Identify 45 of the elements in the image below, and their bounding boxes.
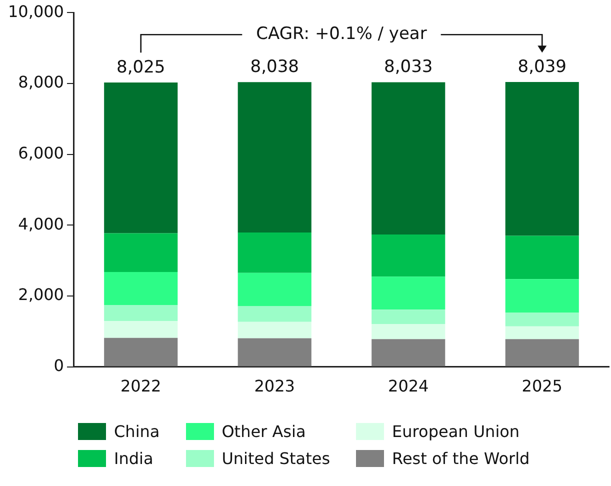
y-tick-label: 4,000 <box>18 214 64 234</box>
total-label: 8,039 <box>518 56 566 77</box>
bar <box>505 312 579 326</box>
bar <box>104 338 178 366</box>
bar <box>505 82 579 236</box>
bar <box>505 236 579 280</box>
y-tick-label: 0 <box>54 356 64 375</box>
bar <box>505 326 579 340</box>
bar <box>372 82 446 235</box>
bar <box>372 276 446 310</box>
bar <box>372 234 446 277</box>
y-tick-label: 2,000 <box>18 285 64 304</box>
bar <box>104 233 178 272</box>
bar <box>104 272 178 305</box>
legend-label: India <box>114 449 154 468</box>
bar <box>372 310 446 324</box>
bar <box>372 324 446 340</box>
bar <box>505 279 579 313</box>
annotation: CAGR: +0.1% / year <box>256 24 427 44</box>
x-tick-label: 2025 <box>522 376 562 396</box>
bar <box>372 339 446 366</box>
total-label: 8,025 <box>116 57 166 78</box>
bar <box>238 272 312 306</box>
y-tick-label: 8,000 <box>18 72 64 92</box>
bar <box>505 339 579 366</box>
legend-label: European Union <box>392 422 520 441</box>
legend-label: China <box>114 422 160 441</box>
y-tick-label: 10,000 <box>8 2 64 21</box>
bar <box>238 338 312 366</box>
legend-label: Other Asia <box>222 422 306 441</box>
bar <box>238 306 312 322</box>
bar <box>238 82 312 233</box>
y-tick-label: 6,000 <box>18 143 64 162</box>
x-tick-label: 2024 <box>388 376 429 396</box>
x-tick-label: 2022 <box>120 376 162 396</box>
bar <box>238 322 312 338</box>
total-label: 8,033 <box>384 57 433 78</box>
bar <box>238 232 312 273</box>
total-label: 8,038 <box>250 57 299 78</box>
bar <box>104 304 178 322</box>
bar <box>104 321 178 338</box>
legend-label: Rest of the World <box>392 449 530 468</box>
legend-label: United States <box>222 449 330 468</box>
bar <box>104 82 178 234</box>
x-tick-label: 2023 <box>254 376 295 396</box>
